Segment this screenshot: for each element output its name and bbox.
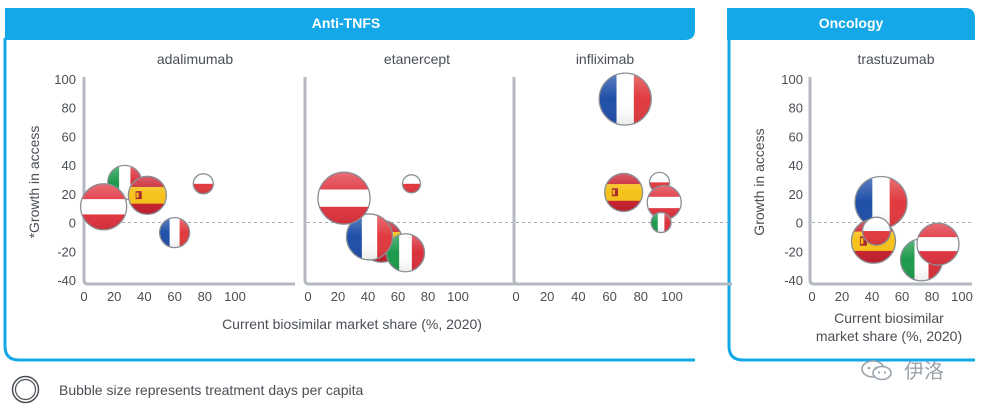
x-tick-label: 100 xyxy=(447,289,469,304)
y-tick-label: 0 xyxy=(69,216,76,231)
x-tick-label: 60 xyxy=(391,289,405,304)
x-tick-label: 20 xyxy=(835,289,849,304)
x-tick-label: 100 xyxy=(224,289,246,304)
anti-tnf-border xyxy=(3,38,695,362)
y-tick-label: 60 xyxy=(789,129,803,144)
x-tick-label: 40 xyxy=(571,289,585,304)
y-tick-label: -20 xyxy=(784,244,803,259)
bubble-poland-flag xyxy=(401,174,422,194)
x-tick-label: 60 xyxy=(602,289,616,304)
subplot-title-etanercept: etanercept xyxy=(384,51,450,67)
bubble-austria-flag xyxy=(916,222,960,266)
bubble-poland-flag xyxy=(192,173,214,195)
y-tick-label: 0 xyxy=(796,216,803,231)
y-tick-label: 60 xyxy=(62,129,76,144)
x-tick-label: 80 xyxy=(198,289,212,304)
y-tick-label: 20 xyxy=(62,187,76,202)
subplot-title-infliximab: infliximab xyxy=(576,51,635,67)
bubble-poland-flag xyxy=(861,216,892,246)
y-tick-label: 80 xyxy=(62,101,76,116)
x-tick-label: 20 xyxy=(540,289,554,304)
y-tick-label: 20 xyxy=(789,187,803,202)
x-tick-label: 100 xyxy=(951,289,973,304)
oncology-y-axis-label: Growth in access xyxy=(751,128,767,235)
panel-trastuzumab: trastuzumab 100 80 60 40 20 0 -20 -40 0 20 40 60 80 10… xyxy=(781,51,973,304)
x-tick-label: 100 xyxy=(661,289,683,304)
panel-adalimumab: adalimumab 100 80 60 40 20 0 -20 -40 0 20 40 60 80 100 xyxy=(54,51,295,304)
bubble-austria-flag xyxy=(317,171,371,225)
bubble-france-flag xyxy=(598,72,652,126)
y-tick-label: 100 xyxy=(54,72,76,87)
bubble-italy-flag xyxy=(650,211,672,234)
y-tick-label: -40 xyxy=(57,273,76,288)
axis-adalimumab xyxy=(82,77,295,286)
subplot-title-trastuzumab: trastuzumab xyxy=(857,51,934,67)
oncology-x-axis-label-line2: market share (%, 2020) xyxy=(816,328,962,344)
y-tick-label: -40 xyxy=(784,273,803,288)
anti-tnf-y-axis-label: *Growth in access xyxy=(26,126,42,239)
oncology-border xyxy=(727,38,975,362)
bubble-france-flag xyxy=(345,213,394,261)
x-tick-label: 0 xyxy=(80,289,87,304)
panel-infliximab: infliximab 0 20 40 60 80 100 xyxy=(512,51,732,304)
oncology-header: Oncology xyxy=(819,15,884,31)
bubble-spain-flag xyxy=(603,172,644,213)
anti-tnf-frame xyxy=(5,8,695,40)
bubble-spain-flag xyxy=(127,175,168,215)
x-tick-label: 80 xyxy=(634,289,648,304)
y-tick-label: 40 xyxy=(62,158,76,173)
x-tick-label: 60 xyxy=(895,289,909,304)
bubble-austria-flag xyxy=(79,183,128,231)
axis-etanercept xyxy=(303,77,518,286)
axis-infliximab xyxy=(512,77,732,286)
x-tick-label: 0 xyxy=(304,289,311,304)
y-tick-label: 80 xyxy=(789,101,803,116)
x-tick-label: 60 xyxy=(167,289,181,304)
y-tick-label: 40 xyxy=(789,158,803,173)
x-tick-label: 80 xyxy=(925,289,939,304)
bubble-france-flag xyxy=(854,175,908,230)
y-tick-label: 100 xyxy=(781,72,803,87)
bubble-france-flag xyxy=(158,216,191,249)
wechat-icon xyxy=(861,359,892,380)
x-tick-label: 20 xyxy=(331,289,345,304)
x-tick-label: 0 xyxy=(808,289,815,304)
axis-trastuzumab xyxy=(808,77,972,286)
x-tick-label: 80 xyxy=(421,289,435,304)
anti-tnf-header: Anti-TNFS xyxy=(312,15,380,31)
panel-etanercept: etanercept 0 20 40 60 80 100 xyxy=(303,51,518,304)
x-tick-label: 40 xyxy=(137,289,151,304)
bubble-size-legend-icon xyxy=(11,375,40,404)
watermark: 伊洛 xyxy=(860,355,944,384)
x-tick-label: 20 xyxy=(107,289,121,304)
watermark-text: 伊洛 xyxy=(904,361,944,383)
subplot-title-adalimumab: adalimumab xyxy=(157,51,233,67)
x-tick-label: 0 xyxy=(512,289,519,304)
x-tick-label: 40 xyxy=(865,289,879,304)
x-tick-label: 40 xyxy=(361,289,375,304)
anti-tnf-x-axis-label: Current biosimilar market share (%, 2020… xyxy=(222,316,482,332)
bubble-size-note: Bubble size represents treatment days pe… xyxy=(59,382,364,398)
oncology-frame xyxy=(727,8,975,40)
scatter-panels: adalimumab 100 80 60 40 20 0 -20 -40 0 20 40 60 80 100… xyxy=(54,51,973,304)
y-tick-label: -20 xyxy=(57,244,76,259)
oncology-x-axis-label-line1: Current biosimilar xyxy=(834,310,944,326)
